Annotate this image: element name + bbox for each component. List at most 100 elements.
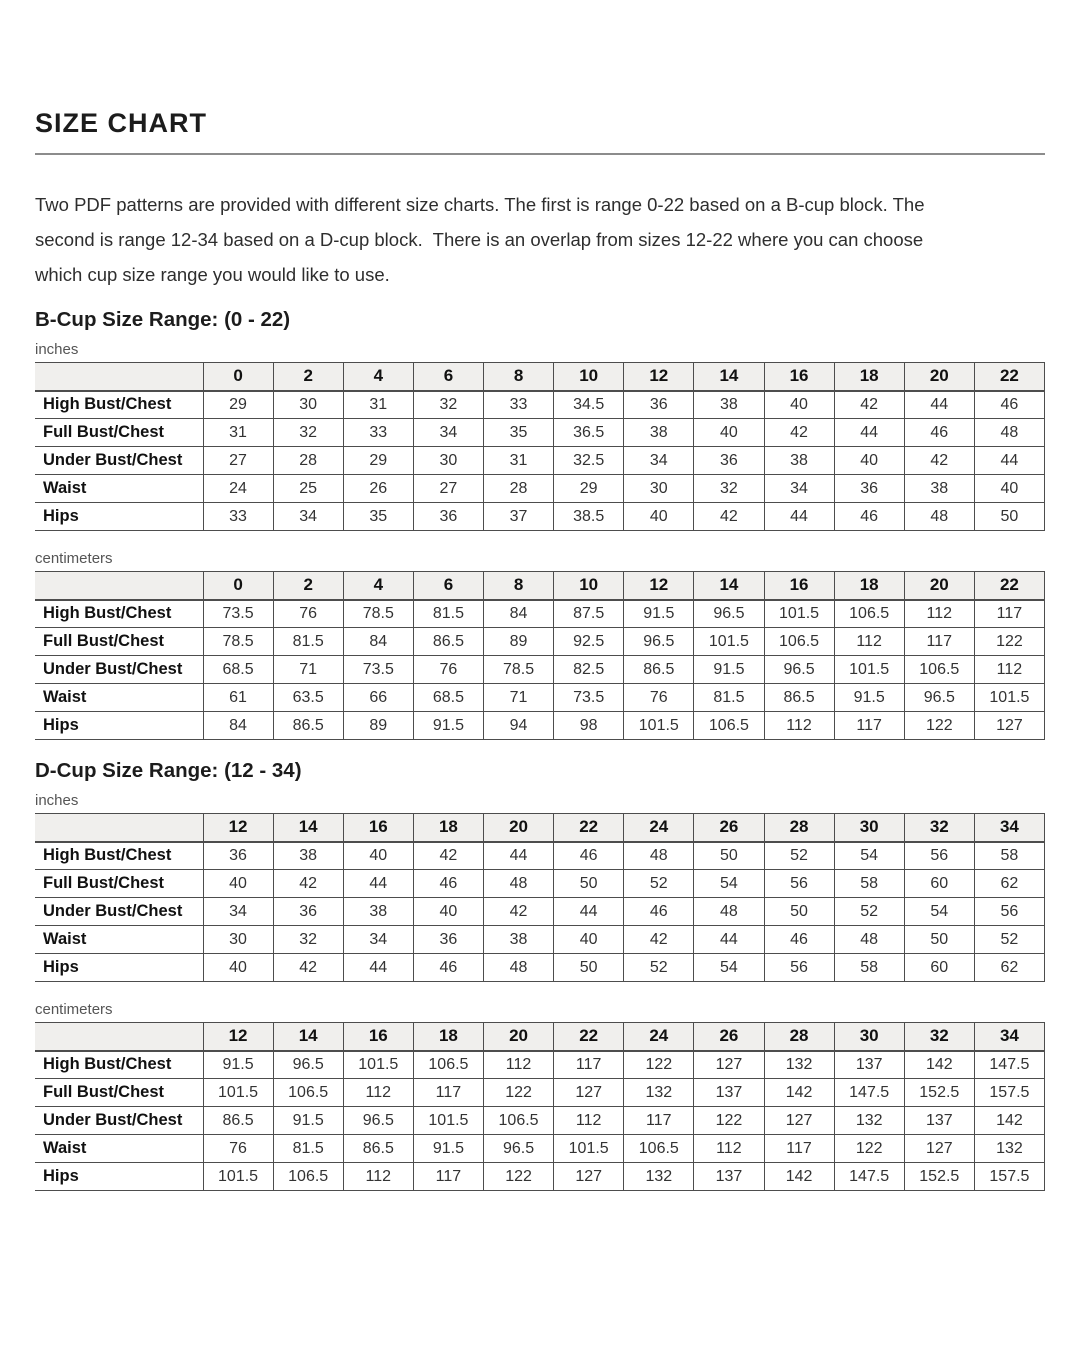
measurement-value: 81.5 bbox=[272, 1134, 344, 1163]
measurement-value: 106.5 bbox=[623, 1134, 695, 1163]
measurement-value: 48 bbox=[973, 418, 1046, 447]
measurement-row: High Bust/Chest 73.5 76 78.5 81.5 84 87.5 91.5 9… bbox=[35, 599, 1046, 628]
measurement-value: 76 bbox=[623, 683, 695, 712]
measurement-value: 29 bbox=[342, 446, 414, 475]
measurement-value: 106.5 bbox=[693, 711, 765, 740]
measurement-value: 84 bbox=[342, 627, 414, 656]
measurement-value: 63.5 bbox=[272, 683, 344, 712]
measurement-value: 96.5 bbox=[623, 627, 695, 656]
corner-cell bbox=[35, 813, 204, 843]
measurement-label: Under Bust/Chest bbox=[35, 897, 204, 926]
measurement-value: 106.5 bbox=[412, 1050, 485, 1079]
measurement-value: 30 bbox=[202, 925, 274, 954]
measurement-label: Waist bbox=[35, 683, 204, 712]
measurement-row: Full Bust/Chest 101.5 106.5 112 117 122 127 132… bbox=[35, 1078, 1046, 1107]
measurement-row: Hips 84 86.5 89 91.5 94 98 101.5 106.5 112 117 122 1… bbox=[35, 711, 1046, 740]
measurement-value: 34 bbox=[763, 474, 835, 503]
table-d-cup-centimeters: 12 14 16 18 20 22 24 26 28 30 32 34 High Bust/Chest 9… bbox=[35, 1022, 1046, 1191]
size-column-header: 22 bbox=[973, 571, 1046, 601]
measurement-value: 34 bbox=[412, 418, 485, 447]
measurement-value: 40 bbox=[763, 390, 835, 419]
size-column-header: 32 bbox=[903, 813, 975, 843]
measurement-value: 48 bbox=[482, 869, 555, 898]
measurement-value: 42 bbox=[833, 390, 905, 419]
measurement-value: 24 bbox=[202, 474, 274, 503]
measurement-value: 112 bbox=[693, 1134, 765, 1163]
measurement-value: 132 bbox=[763, 1050, 835, 1079]
measurement-value: 91.5 bbox=[693, 655, 765, 684]
measurement-label: Hips bbox=[35, 1162, 204, 1191]
table-b-cup-centimeters: 0 2 4 6 8 10 12 14 16 18 20 22 High Bust/Chest 73.5 76… bbox=[35, 571, 1046, 740]
measurement-value: 48 bbox=[623, 841, 695, 870]
measurement-value: 56 bbox=[973, 897, 1046, 926]
measurement-value: 62 bbox=[973, 953, 1046, 982]
measurement-value: 137 bbox=[903, 1106, 975, 1135]
measurement-value: 27 bbox=[202, 446, 274, 475]
measurement-value: 142 bbox=[763, 1162, 835, 1191]
measurement-value: 91.5 bbox=[623, 599, 695, 628]
size-column-header: 0 bbox=[202, 362, 274, 392]
measurement-value: 46 bbox=[833, 502, 905, 531]
measurement-value: 68.5 bbox=[202, 655, 274, 684]
measurement-value: 68.5 bbox=[412, 683, 485, 712]
size-column-header: 34 bbox=[973, 1022, 1046, 1052]
title-divider bbox=[35, 153, 1045, 155]
measurement-value: 78.5 bbox=[202, 627, 274, 656]
size-column-header: 28 bbox=[763, 1022, 835, 1052]
measurement-value: 147.5 bbox=[973, 1050, 1046, 1079]
measurement-value: 42 bbox=[482, 897, 555, 926]
measurement-value: 122 bbox=[693, 1106, 765, 1135]
measurement-label: Waist bbox=[35, 925, 204, 954]
measurement-value: 66 bbox=[342, 683, 414, 712]
size-chart-page: SIZE CHART Two PDF patterns are provided… bbox=[35, 108, 1046, 1191]
measurement-value: 44 bbox=[342, 869, 414, 898]
size-column-header: 20 bbox=[903, 571, 975, 601]
measurement-value: 106.5 bbox=[482, 1106, 555, 1135]
measurement-value: 27 bbox=[412, 474, 485, 503]
measurement-value: 50 bbox=[903, 925, 975, 954]
measurement-value: 92.5 bbox=[553, 627, 625, 656]
measurement-value: 101.5 bbox=[553, 1134, 625, 1163]
size-column-header: 8 bbox=[482, 571, 555, 601]
size-column-header: 6 bbox=[412, 571, 485, 601]
measurement-value: 96.5 bbox=[342, 1106, 414, 1135]
intro-line: second is range 12-34 based on a D-cup b… bbox=[35, 229, 924, 250]
measurement-value: 40 bbox=[623, 502, 695, 531]
measurement-value: 36 bbox=[412, 502, 485, 531]
measurement-row: Hips 33 34 35 36 37 38.5 40 42 44 46 48 50 bbox=[35, 502, 1046, 531]
size-column-header: 12 bbox=[202, 813, 274, 843]
measurement-value: 122 bbox=[623, 1050, 695, 1079]
measurement-value: 36 bbox=[202, 841, 274, 870]
measurement-value: 42 bbox=[903, 446, 975, 475]
size-column-header: 22 bbox=[553, 1022, 625, 1052]
measurement-value: 96.5 bbox=[693, 599, 765, 628]
measurement-value: 42 bbox=[412, 841, 485, 870]
measurement-value: 48 bbox=[903, 502, 975, 531]
measurement-value: 78.5 bbox=[342, 599, 414, 628]
corner-cell bbox=[35, 1022, 204, 1052]
measurement-value: 34.5 bbox=[553, 390, 625, 419]
measurement-label: High Bust/Chest bbox=[35, 390, 204, 419]
measurement-value: 98 bbox=[553, 711, 625, 740]
measurement-value: 127 bbox=[763, 1106, 835, 1135]
measurement-value: 56 bbox=[763, 869, 835, 898]
measurement-value: 157.5 bbox=[973, 1078, 1046, 1107]
measurement-value: 76 bbox=[202, 1134, 274, 1163]
measurement-label: Hips bbox=[35, 502, 204, 531]
measurement-value: 147.5 bbox=[833, 1162, 905, 1191]
measurement-value: 91.5 bbox=[412, 711, 485, 740]
measurement-row: Waist 24 25 26 27 28 29 30 32 34 36 38 40 bbox=[35, 474, 1046, 503]
measurement-value: 101.5 bbox=[763, 599, 835, 628]
measurement-value: 84 bbox=[482, 599, 555, 628]
measurement-value: 137 bbox=[693, 1162, 765, 1191]
measurement-value: 101.5 bbox=[693, 627, 765, 656]
measurement-value: 61 bbox=[202, 683, 274, 712]
measurement-value: 44 bbox=[973, 446, 1046, 475]
page-title: SIZE CHART bbox=[35, 108, 207, 138]
measurement-value: 86.5 bbox=[272, 711, 344, 740]
measurement-value: 38 bbox=[482, 925, 555, 954]
measurement-value: 44 bbox=[903, 390, 975, 419]
measurement-value: 122 bbox=[482, 1162, 555, 1191]
measurement-value: 60 bbox=[903, 953, 975, 982]
measurement-row: High Bust/Chest 36 38 40 42 44 46 48 50 52 54 56 58 bbox=[35, 841, 1046, 870]
